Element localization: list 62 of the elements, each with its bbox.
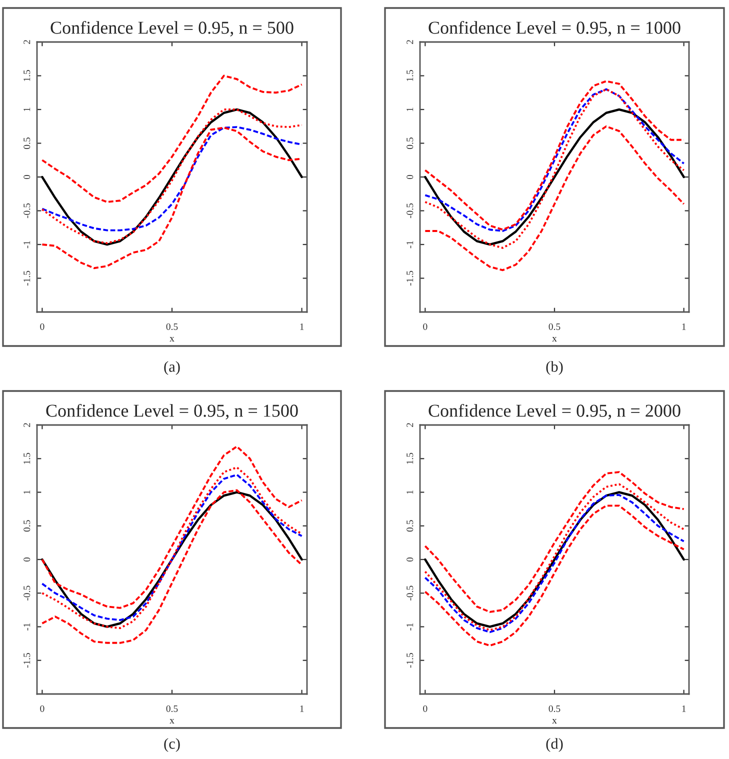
y-tick-label: 0: [406, 557, 414, 562]
y-tick-label: -1.5: [24, 653, 30, 668]
y-tick-label: -1: [24, 241, 30, 248]
y-tick-label: 2: [406, 40, 414, 44]
x-tick-label: 1: [682, 705, 686, 712]
x-tick-label: 0.5: [166, 323, 178, 330]
x-tick-label: 0: [40, 323, 44, 330]
y-tick-label: 1: [406, 490, 414, 494]
x-axis-title: x: [170, 336, 174, 342]
chart-title: Confidence Level = 0.95, n = 2000: [428, 404, 680, 420]
chart-title: Confidence Level = 0.95, n = 500: [50, 20, 294, 36]
y-tick-label: 1.5: [406, 70, 414, 81]
y-tick-label: -1: [406, 241, 414, 248]
y-tick-label: -1.5: [406, 270, 414, 286]
y-tick-label: 0: [24, 557, 30, 562]
y-tick-label: 2: [24, 40, 30, 44]
text: (d): [546, 738, 563, 752]
x-tick-label: 1: [300, 705, 304, 712]
y-tick-label: 0.5: [24, 520, 30, 532]
y-tick-label: 2: [406, 423, 414, 428]
y-tick-label: -1.5: [406, 653, 414, 668]
y-tick-label: -1.5: [24, 270, 30, 286]
line-series: [41, 74, 303, 203]
y-tick-label: -0.5: [24, 586, 30, 600]
y-tick-label: -1: [406, 623, 414, 630]
text: (b): [546, 361, 563, 375]
y-tick-label: 0.5: [406, 138, 414, 149]
y-tick-label: 0: [24, 174, 30, 180]
y-tick-label: 1: [24, 108, 30, 112]
chart-title: Confidence Level = 0.95, n = 1500: [46, 404, 298, 420]
y-tick-label: 2: [24, 423, 30, 428]
y-tick-label: 1: [406, 108, 414, 112]
line-series: [424, 125, 685, 272]
y-tick-label: -0.5: [406, 203, 414, 218]
x-tick-label: 0.5: [166, 705, 178, 712]
y-tick-label: 1: [24, 490, 30, 494]
x-tick-label: 0: [40, 705, 44, 712]
y-tick-label: 1.5: [406, 452, 414, 464]
x-tick-label: 0.5: [548, 323, 560, 330]
chart-title: Confidence Level = 0.95, n = 1000: [428, 20, 680, 36]
x-tick-label: 1: [300, 323, 304, 330]
y-tick-label: 1.5: [24, 452, 30, 464]
x-axis-title: x: [552, 718, 557, 724]
line-series: [424, 504, 685, 647]
line-series: [41, 446, 303, 609]
y-tick-label: 0.5: [24, 138, 30, 149]
text: (a): [164, 361, 180, 375]
line-series: [424, 471, 685, 613]
y-tick-label: -1: [24, 623, 30, 630]
x-tick-label: 1: [682, 323, 686, 330]
y-tick-label: 0.5: [406, 520, 414, 532]
x-axis-title: x: [552, 336, 557, 342]
y-tick-label: 0: [406, 174, 414, 180]
x-axis-title: x: [170, 718, 174, 724]
y-tick-label: 1.5: [24, 70, 30, 81]
line-series: [41, 126, 303, 232]
y-tick-label: -0.5: [24, 203, 30, 218]
x-tick-label: 0.5: [548, 705, 560, 712]
text: (c): [164, 738, 180, 752]
y-tick-label: -0.5: [406, 586, 414, 600]
x-tick-label: 0: [423, 323, 428, 330]
x-tick-label: 0: [423, 705, 428, 712]
